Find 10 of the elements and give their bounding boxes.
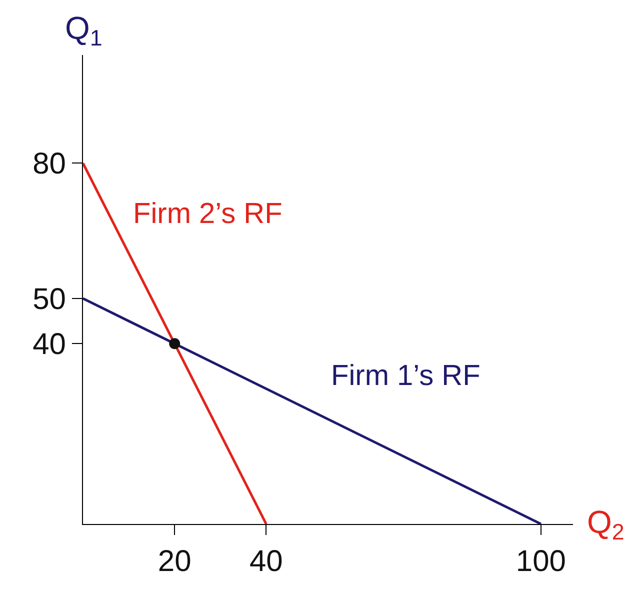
x-tick-label: 40 (249, 545, 283, 578)
y-tick-label: 50 (32, 283, 66, 316)
y-tick-label: 80 (32, 148, 66, 181)
x-axis-title: Q$_{2}$ (587, 504, 624, 545)
x-tick-label: 20 (158, 545, 192, 578)
y-tick-label: 40 (32, 328, 66, 362)
series-label: Firm 1’s RF (331, 360, 480, 392)
x-tick-label: 100 (516, 545, 566, 578)
y-axis-title: Q$_{1}$ (65, 10, 102, 51)
series-label: Firm 2’s RF (133, 198, 282, 230)
